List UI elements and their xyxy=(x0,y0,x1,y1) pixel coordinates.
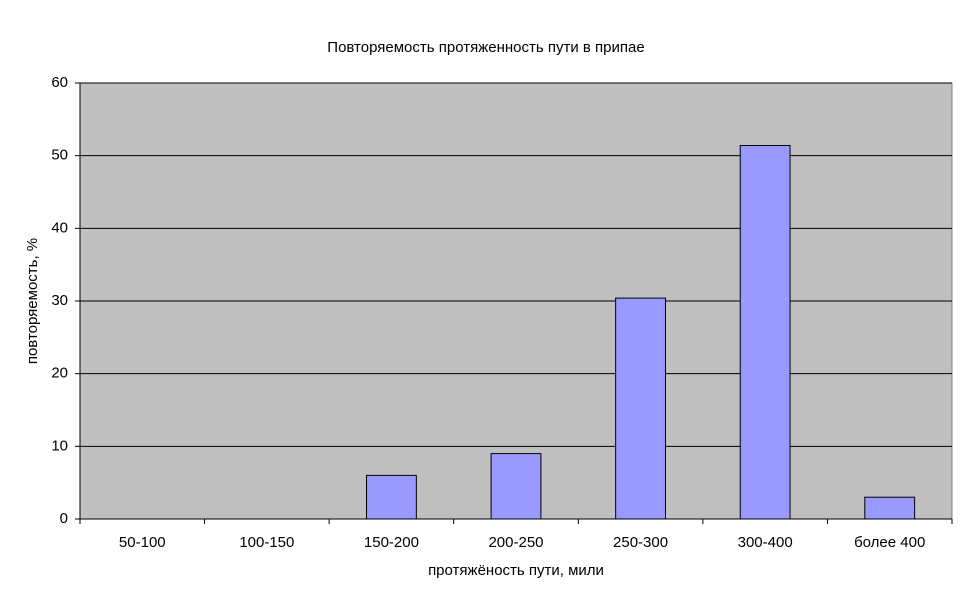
y-tick-label: 30 xyxy=(51,292,68,309)
x-tick-label: 100-150 xyxy=(239,534,294,551)
x-axis-label: протяжёность пути, мили xyxy=(428,562,604,579)
chart-title: Повторяемость протяженность пути в припа… xyxy=(327,39,644,56)
y-tick-label: 40 xyxy=(51,219,68,236)
x-tick-label: 300-400 xyxy=(738,534,793,551)
bar xyxy=(366,474,417,520)
y-tick-label: 60 xyxy=(51,74,68,91)
x-tick-label: более 400 xyxy=(854,534,925,551)
bar xyxy=(490,453,542,520)
y-tick-label: 10 xyxy=(51,437,68,454)
bar xyxy=(739,144,791,520)
x-tick-label: 50-100 xyxy=(119,534,166,551)
y-axis-label: повторяемость, % xyxy=(24,238,41,364)
y-tick-label: 20 xyxy=(51,365,68,382)
x-tick-label: 250-300 xyxy=(613,534,668,551)
x-tick-label: 150-200 xyxy=(364,534,419,551)
bar xyxy=(615,297,666,520)
y-tick-label: 50 xyxy=(51,147,68,164)
x-tick-label: 200-250 xyxy=(488,534,543,551)
bar xyxy=(864,496,916,520)
y-tick-label: 0 xyxy=(60,510,68,527)
